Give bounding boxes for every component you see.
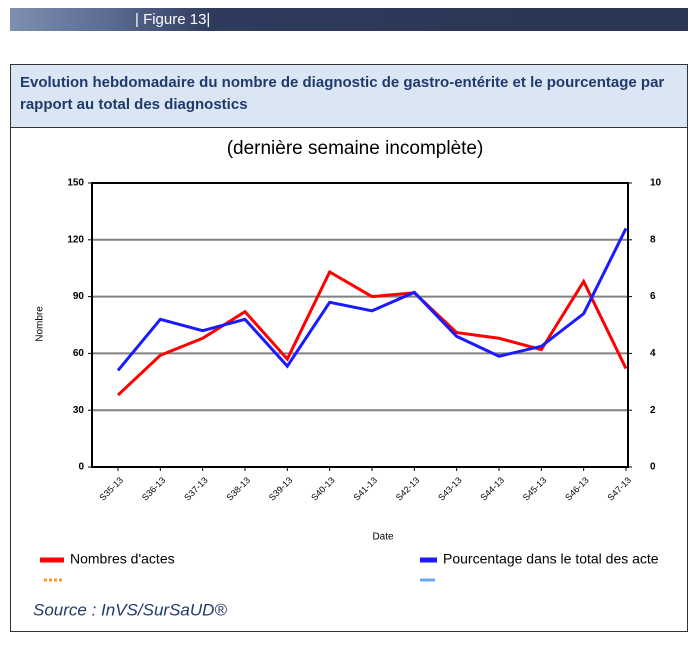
- chart-title: Evolution hebdomadaire du nombre de diag…: [20, 74, 665, 113]
- series-line: [116, 227, 628, 372]
- figure-box: [10, 64, 688, 632]
- title-area: [11, 65, 687, 127]
- legend-label: Nombres d'actes: [70, 551, 175, 567]
- plot-border: [91, 182, 629, 468]
- y-tick-label: 90: [73, 291, 85, 302]
- y2-tick-label: 4: [650, 348, 656, 359]
- title-wrap: Evolution hebdomadaire du nombre de diag…: [20, 74, 665, 113]
- y2-tick-label: 10: [650, 178, 662, 189]
- source: Source : InVS/SurSaUD®: [33, 600, 227, 619]
- y-tick-label: 30: [73, 405, 85, 416]
- y-tick-label: 60: [73, 348, 85, 359]
- y-axis-label: Nombre: [35, 306, 46, 342]
- header-title: | Figure 13|: [135, 11, 210, 28]
- y2-tick-label: 0: [650, 462, 656, 473]
- legend-label: Pourcentage dans le total des acte: [443, 551, 659, 567]
- y-tick-label: 120: [67, 234, 84, 245]
- subtitle: (dernière semaine incomplète): [227, 138, 484, 159]
- y2-tick-label: 8: [650, 234, 656, 245]
- y2-tick-label: 2: [650, 405, 656, 416]
- y-tick-label: 0: [78, 462, 84, 473]
- x-axis-label: Date: [372, 532, 394, 543]
- y2-tick-label: 6: [650, 291, 656, 302]
- header-bar: [10, 8, 688, 31]
- series-line: [116, 269, 628, 397]
- y-tick-label: 150: [67, 178, 84, 189]
